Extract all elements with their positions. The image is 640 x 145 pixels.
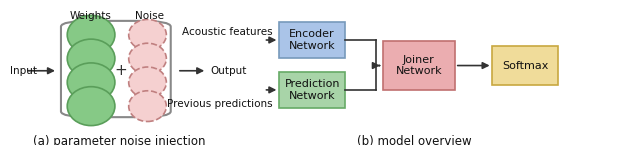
Text: Noise: Noise	[135, 11, 164, 21]
Text: Joiner
Network: Joiner Network	[396, 55, 442, 76]
Ellipse shape	[67, 39, 115, 78]
Ellipse shape	[129, 91, 166, 122]
Ellipse shape	[129, 43, 166, 74]
Ellipse shape	[67, 87, 115, 126]
Text: +: +	[115, 63, 127, 78]
Text: Weights: Weights	[70, 11, 112, 21]
Text: Input: Input	[10, 66, 36, 76]
Ellipse shape	[129, 67, 166, 98]
FancyBboxPatch shape	[383, 41, 455, 90]
Text: Previous predictions: Previous predictions	[167, 99, 273, 109]
Text: Output: Output	[211, 66, 246, 76]
Text: Prediction
Network: Prediction Network	[284, 79, 340, 101]
Text: Encoder
Network: Encoder Network	[289, 29, 335, 51]
Ellipse shape	[67, 15, 115, 54]
Ellipse shape	[67, 63, 115, 102]
FancyBboxPatch shape	[279, 72, 345, 108]
Text: Softmax: Softmax	[502, 61, 548, 70]
Text: (b) model overview: (b) model overview	[356, 135, 472, 145]
FancyBboxPatch shape	[493, 46, 558, 85]
Text: (a) parameter noise injection: (a) parameter noise injection	[33, 135, 205, 145]
FancyBboxPatch shape	[279, 22, 345, 58]
Ellipse shape	[129, 19, 166, 50]
Text: Acoustic features: Acoustic features	[182, 28, 273, 37]
